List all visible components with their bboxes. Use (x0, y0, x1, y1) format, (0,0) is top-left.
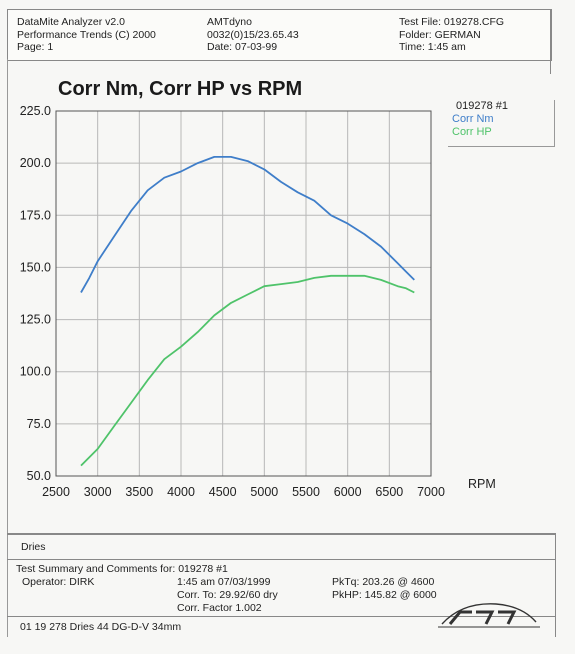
x-tick-label: 5500 (292, 485, 320, 499)
report-name: Performance Trends (C) 2000 (17, 28, 156, 41)
legend: 019278 #1 Corr Nm Corr HP (448, 100, 555, 147)
summary-rule-2 (7, 559, 555, 560)
x-tick-label: 7000 (417, 485, 445, 499)
correction-to: Corr. To: 29.92/60 dry (177, 589, 278, 601)
x-tick-label: 4000 (167, 485, 195, 499)
header-run-info: AMTdyno 0032(0)15/23.65.43 Date: 07-03-9… (207, 16, 299, 54)
legend-item-corr-nm: Corr Nm (452, 113, 494, 125)
app-name: DataMite Analyzer v2.0 (17, 16, 125, 28)
x-tick-label: 2500 (42, 485, 70, 499)
header-side-rule (550, 9, 551, 74)
x-tick-labels: 2500 3000 3500 4000 4500 5000 5500 6000 6500 7000 (42, 485, 445, 499)
y-tick-label: 50.0 (27, 469, 51, 483)
x-tick-label: 6000 (334, 485, 362, 499)
y-tick-labels: 50.0 75.0 100.0 125.0 150.0 175.0 200.0 225.0 (20, 104, 51, 483)
x-tick-label: 3000 (84, 485, 112, 499)
x-tick-label: 5000 (250, 485, 278, 499)
y-tick-label: 175.0 (20, 208, 51, 222)
correction-factor: Corr. Factor 1.002 (177, 602, 262, 614)
chart-grid (55, 110, 432, 477)
legend-title: 019278 #1 (456, 100, 508, 112)
plot-frame (55, 110, 432, 477)
x-tick-label: 3500 (125, 485, 153, 499)
run-time: Time: 1:45 am (399, 41, 466, 53)
summary-box: Dries Test Summary and Comments for: 019… (7, 533, 556, 637)
y-tick-label: 225.0 (20, 104, 51, 118)
summary-rule-3 (7, 616, 555, 617)
company-logo (438, 603, 540, 628)
header-file-info: Test File: 019278.CFG Folder: GERMAN Tim… (399, 16, 504, 54)
y-tick-label: 125.0 (20, 313, 51, 327)
folder: Folder: GERMAN (399, 28, 481, 41)
run-notes: 01 19 278 Dries 44 DG-D-V 34mm (20, 621, 182, 633)
peak-torque: PkTq: 203.26 @ 4600 (332, 576, 435, 588)
peak-hp: PkHP: 145.82 @ 6000 (332, 589, 437, 601)
series-layer (80, 156, 415, 467)
series-line-corr-hp (80, 274, 415, 467)
summary-rule-1 (7, 534, 555, 535)
chart-title: Corr Nm, Corr HP vs RPM (58, 78, 303, 100)
dyno-name: AMTdyno (207, 16, 252, 28)
legend-item-corr-hp: Corr HP (452, 126, 492, 138)
test-file: Test File: 019278.CFG (399, 16, 505, 28)
page-number: Page: 1 (17, 41, 54, 53)
page-left-rule (7, 59, 8, 637)
x-tick-label: 4500 (209, 485, 237, 499)
report-header: DataMite Analyzer v2.0 Performance Trend… (7, 9, 552, 61)
x-tick-label: 6500 (375, 485, 403, 499)
y-tick-label: 100.0 (20, 365, 51, 379)
header-app-info: DataMite Analyzer v2.0 Performance Trend… (17, 16, 156, 54)
run-id: 0032(0)15/23.65.43 (207, 28, 299, 41)
dries-label: Dries (21, 541, 46, 553)
run-time-date: 1:45 am 07/03/1999 (177, 576, 271, 588)
y-tick-label: 75.0 (27, 417, 51, 431)
y-tick-label: 150.0 (20, 260, 51, 274)
operator: Operator: DIRK (22, 576, 95, 588)
y-tick-label: 200.0 (20, 156, 51, 170)
x-axis-label: RPM (468, 477, 496, 491)
series-line-corr-nm (80, 156, 415, 293)
summary-label: Test Summary and Comments for: 019278 #1 (16, 563, 228, 575)
run-date: Date: 07-03-99 (207, 41, 278, 53)
